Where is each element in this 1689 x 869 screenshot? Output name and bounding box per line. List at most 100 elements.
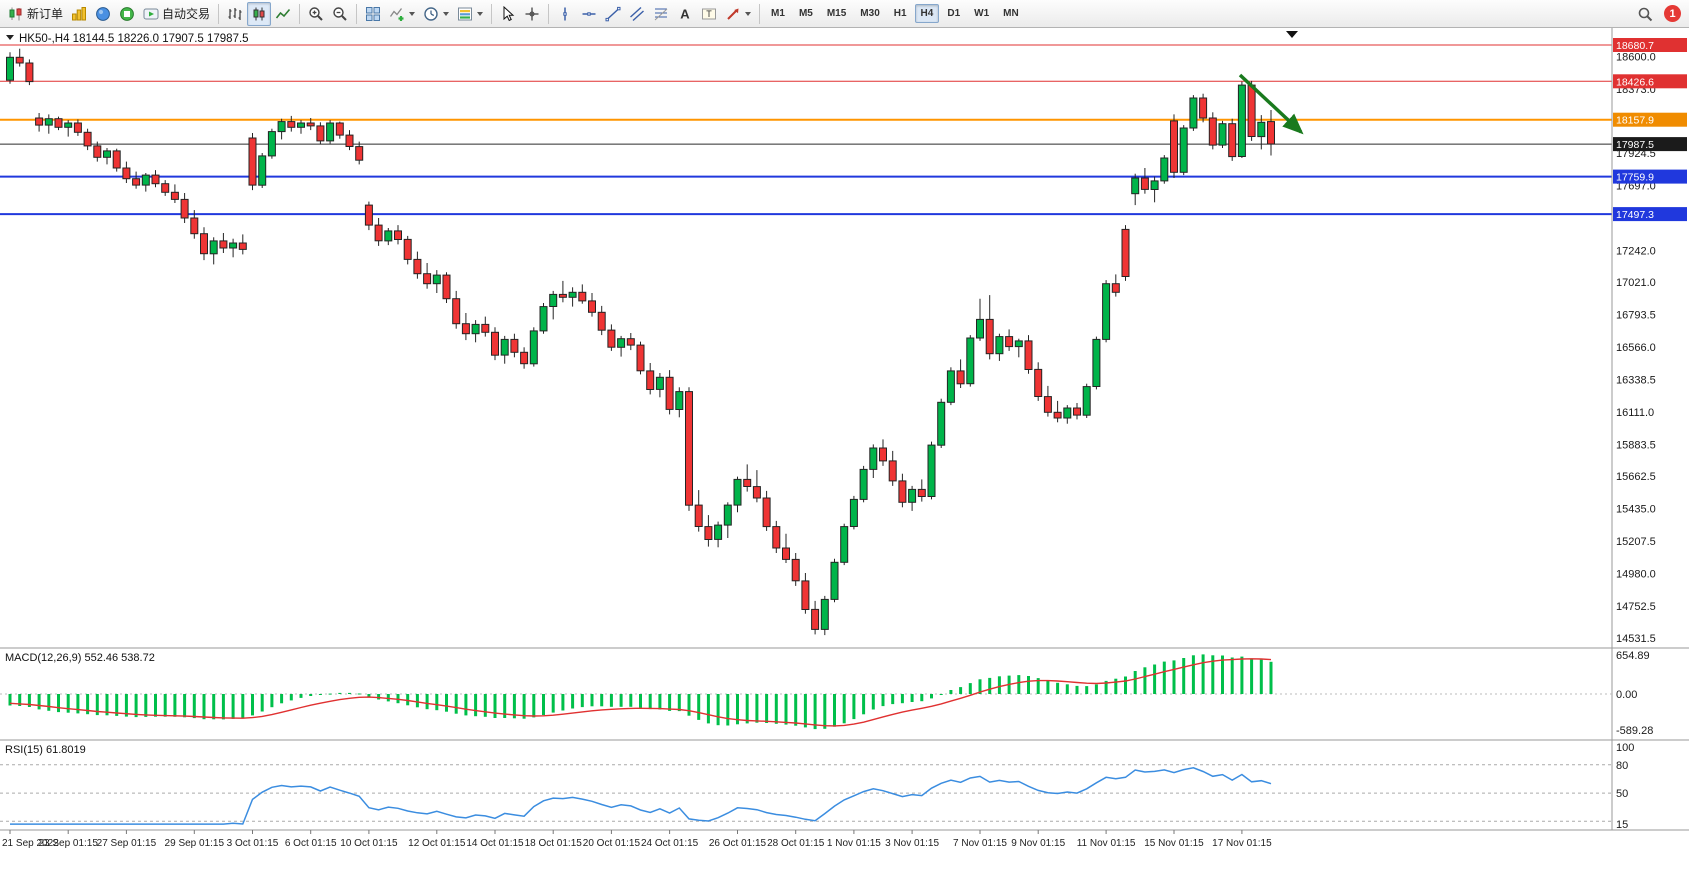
market-watch-button[interactable] — [67, 2, 91, 26]
horizontal-line-button[interactable] — [577, 2, 601, 26]
line-chart-button[interactable] — [271, 2, 295, 26]
vertical-line-button[interactable] — [553, 2, 577, 26]
fibonacci-button[interactable] — [649, 2, 673, 26]
timeframe-button-d1[interactable]: D1 — [947, 8, 961, 19]
timeframe-button-h1[interactable]: H1 — [893, 8, 907, 19]
price-badge-18680.7 — [1613, 38, 1687, 52]
bars-icon — [227, 6, 243, 22]
svg-text:18680.7: 18680.7 — [1616, 40, 1654, 52]
candlestick-chart-button[interactable] — [247, 1, 272, 26]
svg-text:17497.3: 17497.3 — [1616, 209, 1654, 221]
svg-text:15: 15 — [1616, 819, 1628, 831]
svg-text:1 Nov 01:15: 1 Nov 01:15 — [827, 838, 881, 849]
svg-text:17759.9: 17759.9 — [1616, 172, 1654, 184]
bar-chart-button[interactable] — [223, 2, 247, 26]
timeframe-button-w1[interactable]: W1 — [974, 8, 990, 19]
svg-text:21 Sep 2022: 21 Sep 2022 — [2, 838, 59, 849]
svg-text:17924.5: 17924.5 — [1616, 148, 1656, 160]
one-click-trading-expander[interactable] — [6, 35, 14, 40]
svg-text:15 Nov 01:15: 15 Nov 01:15 — [1144, 838, 1204, 849]
zoom-in-button[interactable] — [304, 2, 328, 26]
svg-text:T: T — [706, 9, 712, 19]
rsi-pane: RSI(15) 61.8019 — [0, 744, 1612, 825]
label-icon: T — [701, 6, 717, 22]
svg-text:11 Nov 01:15: 11 Nov 01:15 — [1077, 838, 1136, 849]
cursor-button[interactable] — [496, 2, 520, 26]
toolbar-separator — [548, 3, 550, 24]
label-button[interactable]: T — [697, 2, 721, 26]
toolbar-separator — [299, 3, 301, 24]
tile-windows-icon — [365, 6, 381, 22]
timeframe-button-m30[interactable]: M30 — [860, 8, 880, 19]
price-badge-18157.9 — [1613, 112, 1687, 127]
ohlc-info: HK50-,H4 18144.5 18226.0 17907.5 17987.5 — [6, 33, 249, 45]
price-badge-17759.9 — [1613, 169, 1687, 184]
terminal-button[interactable] — [115, 2, 139, 26]
search-button[interactable] — [1633, 2, 1657, 26]
timeframe-button-m5[interactable]: M5 — [798, 8, 813, 19]
price-axis[interactable]: 18600.018373.017924.517697.017242.017021… — [1613, 38, 1687, 831]
svg-text:80: 80 — [1616, 760, 1628, 772]
timeframe-button-mn[interactable]: MN — [1003, 8, 1019, 19]
svg-text:7 Nov 01:15: 7 Nov 01:15 — [953, 838, 1007, 849]
macd-label: MACD(12,26,9) 552.46 538.72 — [5, 652, 155, 664]
text-button[interactable]: A — [673, 2, 697, 26]
chart-canvas[interactable]: MACD(12,26,9) 552.46 538.72 RSI(15) 61.80… — [0, 28, 1689, 869]
candles-icon — [251, 6, 267, 22]
new-order-icon — [8, 6, 24, 22]
svg-text:29 Sep 01:15: 29 Sep 01:15 — [165, 838, 225, 849]
search-icon — [1637, 6, 1653, 22]
svg-text:27 Sep 01:15: 27 Sep 01:15 — [97, 838, 157, 849]
trend-arrow-annotation[interactable] — [1238, 73, 1304, 135]
navigator-button[interactable] — [91, 2, 115, 26]
chart-window[interactable]: MACD(12,26,9) 552.46 538.72 RSI(15) 61.80… — [0, 28, 1689, 869]
autotrading-button-label: 自动交易 — [162, 6, 211, 21]
periods-button[interactable] — [419, 2, 453, 26]
new-order-button-label: 新订单 — [27, 6, 64, 21]
templates-icon — [457, 6, 473, 22]
svg-text:14531.5: 14531.5 — [1616, 633, 1656, 645]
timeframe-button-m1[interactable]: M1 — [771, 8, 785, 19]
trendline-icon — [605, 6, 621, 22]
chart-background[interactable] — [0, 28, 1689, 869]
svg-text:18426.6: 18426.6 — [1616, 76, 1654, 88]
svg-text:3 Oct 01:15: 3 Oct 01:15 — [227, 838, 279, 849]
channel-button[interactable] — [625, 2, 649, 26]
crosshair-button[interactable] — [520, 2, 544, 26]
svg-text:A: A — [680, 6, 690, 21]
notification-badge[interactable]: 1 — [1664, 5, 1681, 22]
horizontal-line-icon — [581, 6, 597, 22]
svg-text:20 Oct 01:15: 20 Oct 01:15 — [583, 838, 641, 849]
new-order-button[interactable]: 新订单 — [4, 2, 67, 26]
svg-text:24 Oct 01:15: 24 Oct 01:15 — [641, 838, 699, 849]
timeframe-button-h4[interactable]: H4 — [914, 4, 940, 23]
zoom-out-button[interactable] — [328, 2, 352, 26]
arrows-button[interactable] — [721, 2, 755, 26]
tile-windows-button[interactable] — [361, 2, 385, 26]
trendline-button[interactable] — [601, 2, 625, 26]
toolbar-group — [361, 2, 487, 26]
chevron-down-icon — [409, 11, 416, 16]
toolbar-group — [223, 1, 295, 26]
svg-text:17021.0: 17021.0 — [1616, 277, 1656, 289]
autotrading-button[interactable]: 自动交易 — [139, 2, 214, 26]
svg-text:14752.5: 14752.5 — [1616, 601, 1656, 613]
timeframe-button-m15[interactable]: M15 — [826, 8, 847, 19]
terminal-icon — [119, 6, 135, 22]
svg-text:23 Sep 01:15: 23 Sep 01:15 — [38, 838, 98, 849]
svg-text:15435.0: 15435.0 — [1616, 504, 1656, 516]
indicators-button[interactable] — [385, 2, 419, 26]
toolbar-group — [496, 2, 544, 26]
macd-pane: MACD(12,26,9) 552.46 538.72 — [0, 652, 1612, 730]
toolbar-separator — [759, 3, 761, 24]
pane-separators — [0, 28, 1689, 831]
templates-button[interactable] — [453, 2, 487, 26]
cursor-icon — [500, 5, 516, 22]
rsi-label: RSI(15) 61.8019 — [5, 744, 86, 756]
price-badge-17987.5 — [1613, 137, 1687, 152]
chevron-down-icon — [443, 11, 450, 16]
svg-text:16111.0: 16111.0 — [1616, 407, 1654, 419]
scroll-to-end-marker[interactable] — [1286, 31, 1298, 38]
